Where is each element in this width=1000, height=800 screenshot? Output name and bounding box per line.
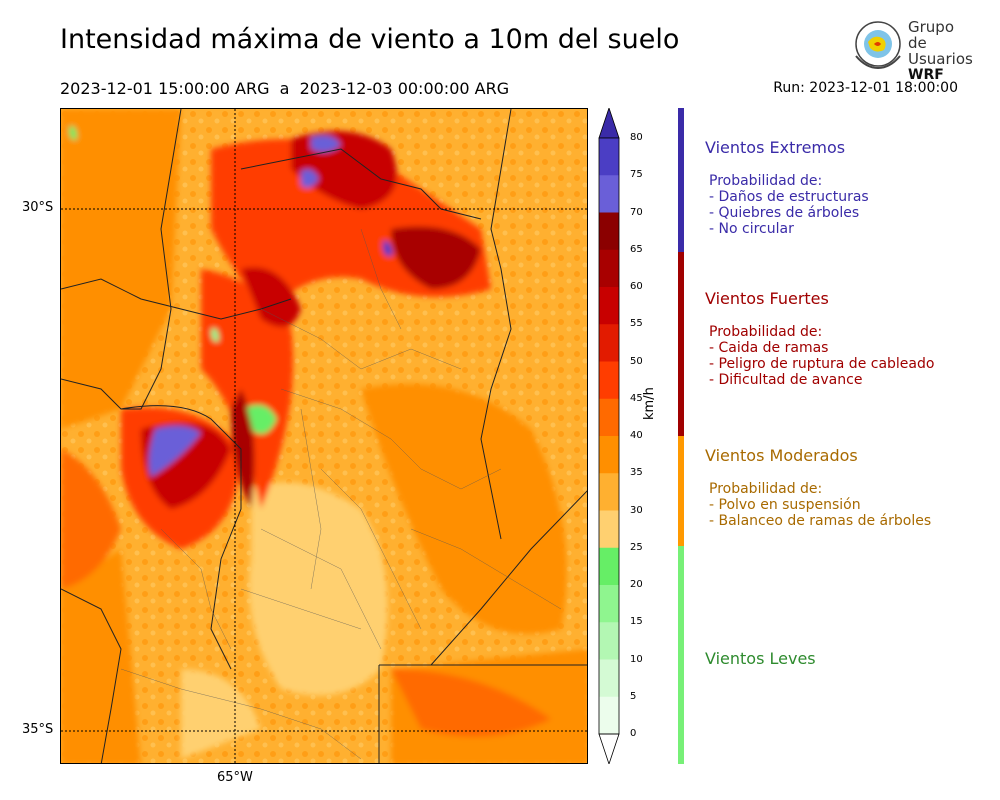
- colorbar-tick-label: 70: [630, 206, 643, 218]
- category-desc-line: - Balanceo de ramas de árboles: [709, 513, 932, 529]
- wind-field-map: [61, 109, 587, 763]
- colorbar-segment: [599, 138, 619, 176]
- legend-bar-moderados: [678, 436, 684, 546]
- lat-label-35s: 35°S: [22, 722, 54, 737]
- legend-bar-extremos: [678, 108, 684, 252]
- logo-line-3: WRF: [908, 67, 944, 83]
- category-title: Vientos Leves: [705, 649, 816, 668]
- logo-line-2: Usuarios: [908, 50, 973, 68]
- colorbar-tick-label: 50: [630, 355, 643, 367]
- colorbar-segment: [599, 547, 619, 586]
- colorbar-tick-label: 45: [630, 392, 643, 404]
- category-desc-line: - Polvo en suspensión: [709, 497, 861, 513]
- colorbar-tick-label: 20: [630, 579, 643, 590]
- lon-label-65w: 65°W: [217, 770, 253, 785]
- colorbar-tick-label: 55: [630, 318, 643, 330]
- category-desc-line: - Peligro de ruptura de cableado: [709, 356, 935, 372]
- category-leves: Vientos Leves: [705, 649, 816, 668]
- colorbar-segment: [599, 398, 619, 437]
- wind-map: [60, 108, 588, 764]
- colorbar-unit-label: km/h: [642, 387, 657, 420]
- colorbar-tick-label: 80: [630, 132, 643, 143]
- grupo-wrf-logo: Grupo de Usuarios WRF: [850, 18, 973, 83]
- category-desc-line: - Quiebres de árboles: [709, 205, 860, 221]
- category-extremos: Vientos Extremos Probabilidad de: - Daño…: [705, 138, 869, 237]
- globe-logo-icon: [855, 21, 901, 70]
- category-fuertes: Vientos Fuertes Probabilidad de: - Caida…: [705, 289, 934, 388]
- colorbar-segment: [599, 436, 619, 474]
- colorbar-segment: [599, 696, 619, 735]
- colorbar-extend-bottom: [598, 733, 620, 764]
- colorbar-tick-label: 15: [630, 616, 643, 628]
- category-desc-line: - Daños de estructuras: [709, 189, 869, 205]
- colorbar-frame: [598, 137, 620, 735]
- colorbar-segment: [599, 585, 619, 623]
- lat-label-30s: 30°S: [22, 200, 54, 215]
- colorbar-segment: [599, 249, 619, 288]
- colorbar-segment: [599, 287, 619, 325]
- colorbar-tick-label: 75: [630, 169, 643, 181]
- logo-line-1: Grupo de: [908, 18, 954, 52]
- colorbar-tick-label: 10: [630, 653, 643, 665]
- category-desc-line: - Caida de ramas: [709, 340, 829, 356]
- forecast-period: 2023-12-01 15:00:00 ARG a 2023-12-03 00:…: [60, 79, 510, 98]
- colorbar-segment: [599, 622, 619, 660]
- category-title: Vientos Extremos: [705, 138, 846, 157]
- category-desc-line: Probabilidad de:: [709, 481, 823, 497]
- colorbar-tick-label: 40: [630, 430, 643, 441]
- colorbar-segment: [599, 212, 619, 251]
- colorbar: [598, 108, 620, 764]
- colorbar-tick-label: 30: [630, 504, 643, 516]
- category-title: Vientos Moderados: [705, 446, 858, 465]
- chart-title: Intensidad máxima de viento a 10m del su…: [60, 24, 680, 55]
- category-desc-line: - No circular: [709, 221, 794, 237]
- category-desc-line: Probabilidad de:: [709, 324, 823, 340]
- category-desc-line: - Dificultad de avance: [709, 372, 863, 388]
- colorbar-segment: [599, 473, 619, 511]
- category-moderados: Vientos Moderados Probabilidad de: - Pol…: [705, 446, 931, 529]
- colorbar-tick-label: 35: [630, 467, 643, 479]
- category-title: Vientos Fuertes: [705, 289, 829, 308]
- colorbar-tick-label: 65: [630, 243, 643, 255]
- colorbar-tick-label: 0: [630, 728, 637, 739]
- legend-bar-fuertes: [678, 252, 684, 436]
- category-desc-line: Probabilidad de:: [709, 173, 823, 189]
- colorbar-segment: [599, 324, 619, 362]
- colorbar-tick-label: 5: [630, 690, 637, 702]
- colorbar-tick-label: 60: [630, 281, 643, 292]
- colorbar-tick-label: 25: [630, 541, 643, 553]
- colorbar-segment: [599, 361, 619, 400]
- colorbar-extend-top: [598, 108, 620, 139]
- legend-bar-leves: [678, 546, 684, 764]
- run-timestamp: Run: 2023-12-01 18:00:00: [773, 80, 958, 96]
- colorbar-segment: [599, 510, 619, 549]
- colorbar-segment: [599, 659, 619, 698]
- colorbar-segment: [599, 175, 619, 213]
